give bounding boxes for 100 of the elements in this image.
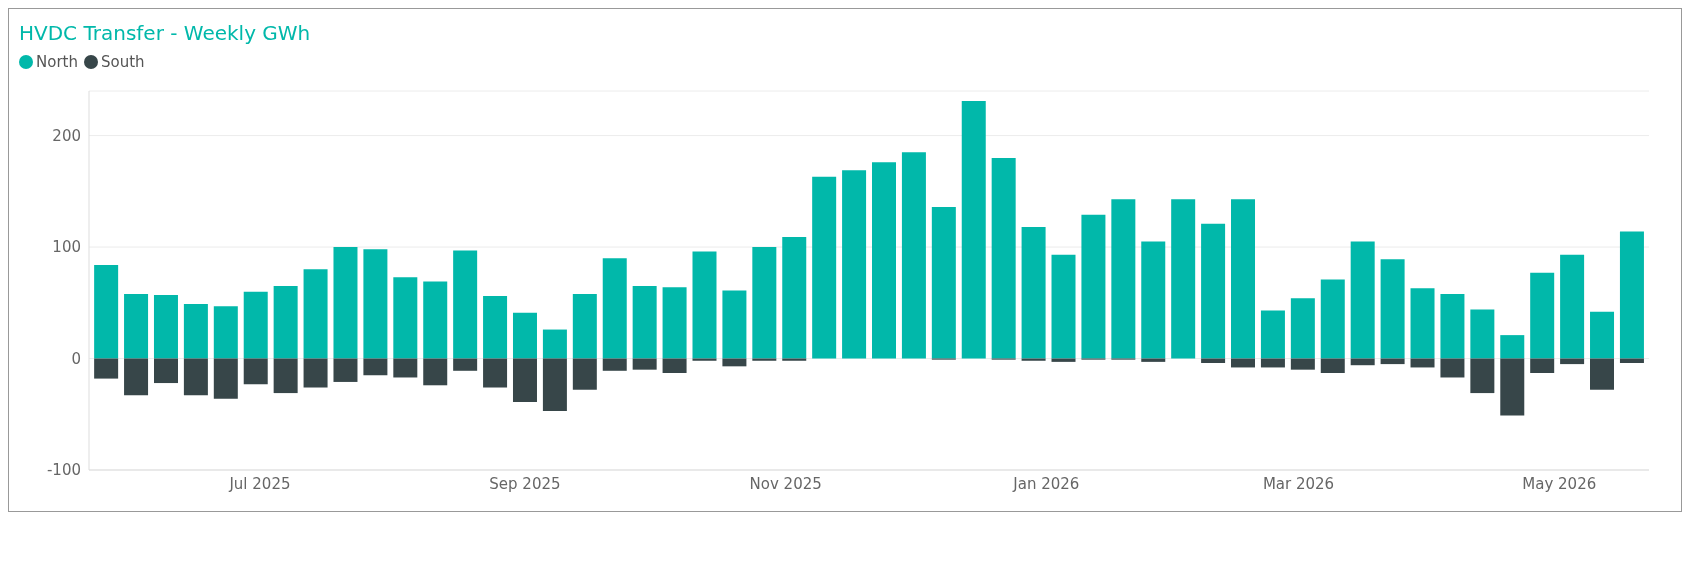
bar bbox=[1201, 223, 1226, 359]
bar bbox=[1021, 226, 1046, 359]
bar bbox=[183, 303, 208, 359]
bar bbox=[1231, 358, 1256, 368]
x-tick-label: Sep 2025 bbox=[489, 474, 561, 493]
y-tick-label: 0 bbox=[71, 349, 81, 368]
bar bbox=[1141, 358, 1166, 362]
x-tick-label: Jan 2026 bbox=[1012, 474, 1080, 493]
bar bbox=[1350, 241, 1375, 359]
bar bbox=[1320, 358, 1345, 374]
bar bbox=[213, 358, 238, 399]
bar bbox=[124, 358, 149, 396]
bar bbox=[213, 306, 238, 359]
bar bbox=[393, 358, 418, 378]
bar bbox=[752, 247, 777, 359]
bar bbox=[1530, 358, 1555, 374]
bar bbox=[453, 358, 478, 371]
bar bbox=[812, 176, 837, 359]
bar bbox=[872, 162, 896, 359]
bar bbox=[1590, 358, 1615, 390]
bar bbox=[901, 152, 926, 359]
bar bbox=[243, 291, 268, 359]
bar bbox=[393, 277, 418, 359]
bar bbox=[1470, 358, 1495, 394]
bar bbox=[632, 358, 657, 370]
bar bbox=[153, 294, 178, 359]
bar bbox=[153, 358, 178, 384]
bar bbox=[931, 206, 956, 359]
bar bbox=[94, 264, 119, 359]
x-tick-label: Nov 2025 bbox=[749, 474, 822, 493]
bar bbox=[1530, 272, 1555, 359]
bar bbox=[363, 249, 388, 359]
bar bbox=[183, 358, 208, 396]
bar bbox=[1560, 254, 1585, 359]
bar bbox=[94, 358, 119, 379]
bar bbox=[572, 358, 597, 390]
bar bbox=[842, 170, 867, 359]
bar bbox=[602, 358, 627, 371]
legend-label: North bbox=[35, 53, 78, 71]
bar bbox=[602, 258, 627, 359]
bar bbox=[1320, 279, 1345, 359]
bar bbox=[1410, 358, 1435, 368]
y-tick-label: 100 bbox=[52, 238, 81, 257]
bar bbox=[1260, 310, 1285, 359]
bar bbox=[961, 101, 986, 359]
bar bbox=[1051, 358, 1076, 362]
bar bbox=[722, 290, 747, 359]
bar bbox=[1231, 199, 1256, 359]
bar bbox=[483, 358, 508, 388]
bar bbox=[1470, 309, 1495, 359]
legend-label: South bbox=[99, 53, 145, 71]
bar bbox=[1290, 298, 1315, 359]
bar bbox=[333, 247, 358, 359]
bar bbox=[1410, 288, 1435, 359]
bar bbox=[1290, 358, 1315, 370]
bar bbox=[1380, 259, 1405, 359]
bar bbox=[1380, 358, 1405, 365]
bar bbox=[1081, 214, 1106, 359]
bar bbox=[124, 293, 149, 359]
bar bbox=[273, 358, 298, 394]
bar bbox=[273, 286, 298, 359]
bar bbox=[1260, 358, 1285, 368]
bar bbox=[453, 250, 478, 359]
x-tick-label: Mar 2026 bbox=[1262, 474, 1335, 493]
bar bbox=[632, 286, 657, 359]
bar bbox=[1560, 358, 1585, 365]
bar bbox=[1619, 358, 1644, 363]
bar bbox=[483, 296, 508, 359]
bar bbox=[303, 358, 328, 388]
bar bbox=[722, 358, 747, 367]
bar bbox=[512, 358, 537, 402]
bar bbox=[423, 281, 448, 359]
bar bbox=[1500, 335, 1525, 359]
bar bbox=[512, 312, 537, 359]
bar bbox=[1201, 358, 1226, 363]
bar bbox=[1171, 199, 1196, 359]
bar bbox=[542, 329, 567, 359]
bar bbox=[662, 358, 687, 374]
bar bbox=[1051, 254, 1076, 359]
bar bbox=[1619, 231, 1644, 359]
x-tick-label: Jul 2025 bbox=[228, 474, 291, 493]
bar bbox=[1440, 358, 1465, 378]
bar bbox=[423, 358, 448, 386]
bar bbox=[572, 293, 597, 359]
bar bbox=[1440, 293, 1465, 359]
y-tick-label: -100 bbox=[46, 461, 81, 480]
chart-title: HVDC Transfer - Weekly GWh bbox=[18, 20, 312, 45]
bar bbox=[303, 269, 328, 359]
bar bbox=[1500, 358, 1525, 416]
bar bbox=[782, 237, 807, 359]
bar bbox=[333, 358, 358, 382]
y-tick-label: 200 bbox=[52, 126, 81, 145]
bar bbox=[542, 358, 567, 411]
bar bbox=[1590, 311, 1615, 359]
bar bbox=[991, 157, 1016, 359]
x-tick-label: May 2026 bbox=[1522, 474, 1597, 493]
bar bbox=[662, 287, 687, 359]
bar bbox=[1111, 199, 1136, 359]
bar bbox=[363, 358, 388, 376]
bar bbox=[243, 358, 268, 385]
